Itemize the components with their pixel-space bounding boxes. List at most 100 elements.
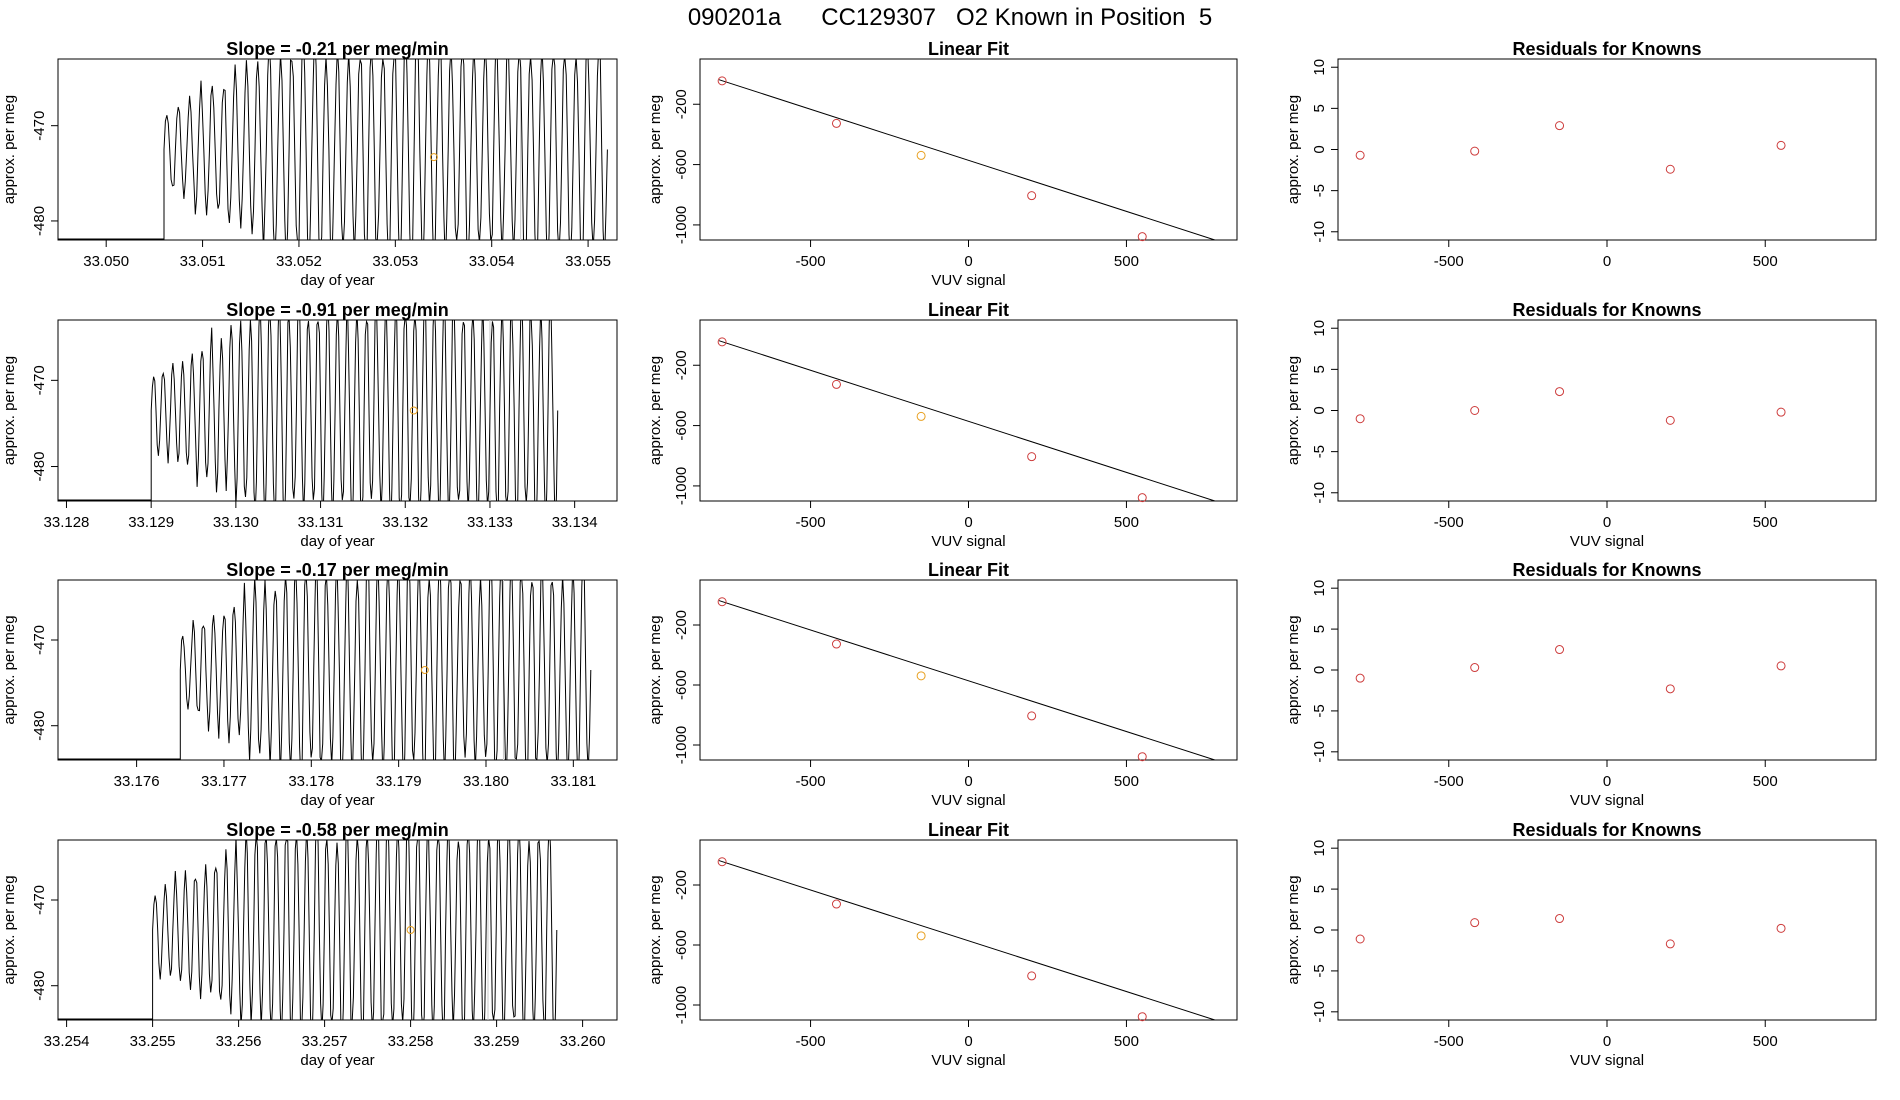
data-point [1555,914,1565,924]
y-tick-label: -200 [673,870,690,900]
y-tick-label: -5 [1311,184,1328,197]
x-tick-label: 500 [1753,253,1778,270]
x-tick-label: 33.260 [560,1033,606,1050]
x-tick-label: 33.051 [180,253,226,270]
x-tick-label: 0 [1603,514,1611,531]
x-tick-label: 500 [1114,253,1139,270]
plot-frame [57,58,618,241]
plot-frame [699,58,1238,241]
y-tick-label: 10 [1311,59,1328,76]
panel-1-1: Slope = -0.21 per meg/min 33.050 33.051 33.… [1,39,618,289]
y-tick-label: 5 [1311,365,1328,373]
x-tick-label: 33.176 [114,773,160,790]
x-tick-label: 500 [1753,773,1778,790]
x-tick-label: 0 [964,253,972,270]
y-tick-label: 5 [1311,104,1328,112]
y-tick-label: 0 [1311,666,1328,674]
data-point [1355,150,1365,160]
data-point [717,597,727,607]
y-tick-label: -470 [31,625,48,655]
panel-title: Residuals for Knowns [1512,39,1701,59]
fit-line [718,79,1216,240]
y-tick-label: -5 [1311,445,1328,458]
x-tick-label: 0 [1603,773,1611,790]
x-tick-label: 0 [964,773,972,790]
data-point [1470,146,1480,156]
data-point [717,857,727,867]
panel-4-2: Linear Fit -500 0 500 VUV signal -200 -600 -100… [647,820,1238,1069]
x-tick-label: -500 [796,773,826,790]
y-tick-label: -1000 [673,206,690,244]
y-tick-label: -600 [673,150,690,180]
data-point [1027,971,1037,981]
data-point [916,671,926,681]
data-point [1776,661,1786,671]
signal-trace [163,59,608,240]
x-tick-label: 500 [1114,514,1139,531]
x-tick-label: 33.254 [44,1033,90,1050]
panel-title: Linear Fit [928,560,1009,580]
x-tick-label: 500 [1753,1033,1778,1050]
x-tick-label: 0 [964,514,972,531]
panel-title: Residuals for Knowns [1512,820,1701,840]
x-tick-label: 33.055 [565,253,611,270]
data-point [1137,493,1147,503]
panel-title: Slope = -0.58 per meg/min [226,820,449,840]
panel-2-2: Linear Fit -500 0 500 VUV signal -200 -600 -100… [647,300,1238,550]
x-tick-label: 0 [1603,253,1611,270]
panel-2-3: Residuals for Knowns -500 0 500 VUV signal 10… [1285,300,1877,550]
data-point [1776,407,1786,417]
signal-trace [150,320,559,501]
data-point [831,379,841,389]
y-tick-label: -200 [673,89,690,119]
x-tick-label: 500 [1114,773,1139,790]
plot-frame [699,839,1238,1021]
x-tick-label: 33.128 [44,514,90,531]
data-point [1555,645,1565,655]
signal-trace [152,840,558,1020]
panel-title: Linear Fit [928,39,1009,59]
plot-frame [1337,839,1877,1021]
y-tick-label: 10 [1311,840,1328,857]
y-axis-label: approx. per meg [647,95,664,204]
y-tick-label: -480 [31,971,48,1001]
data-point [831,899,841,909]
x-tick-label: 33.130 [213,514,259,531]
x-tick-label: 33.131 [298,514,344,531]
y-axis-label: approx. per meg [647,615,664,724]
data-point [1027,711,1037,721]
sample-marker [409,406,418,415]
x-tick-label: 33.181 [550,773,596,790]
data-point [1137,232,1147,242]
y-tick-label: 10 [1311,320,1328,337]
panel-title: Slope = -0.21 per meg/min [226,39,449,59]
x-axis-label: VUV signal [1570,533,1644,550]
x-tick-label: -500 [1434,514,1464,531]
x-axis-label: day of year [300,792,374,809]
panel-title: Residuals for Knowns [1512,300,1701,320]
x-tick-label: 33.050 [83,253,129,270]
y-tick-label: -600 [673,411,690,441]
x-tick-label: 33.054 [469,253,515,270]
panel-1-2: Linear Fit -500 0 500 VUV signal -200 -600 -100… [647,39,1238,289]
plot-area [58,580,592,760]
fit-line [718,860,1216,1020]
x-tick-label: 33.132 [382,514,428,531]
x-tick-label: 33.178 [288,773,334,790]
y-tick-label: -10 [1311,482,1328,504]
y-tick-label: -200 [673,350,690,380]
plot-area [58,840,558,1020]
y-tick-label: -1000 [673,467,690,505]
x-tick-label: -500 [1434,253,1464,270]
y-tick-label: -10 [1311,1001,1328,1023]
data-point [1355,673,1365,683]
panel-3-2: Linear Fit -500 0 500 VUV signal -200 -600 -100… [647,560,1238,809]
y-tick-label: -470 [31,885,48,915]
data-point [916,150,926,160]
data-point [1665,164,1675,174]
data-point [831,639,841,649]
panel-title: Slope = -0.17 per meg/min [226,560,449,580]
y-tick-label: -470 [31,365,48,395]
data-point [831,118,841,128]
